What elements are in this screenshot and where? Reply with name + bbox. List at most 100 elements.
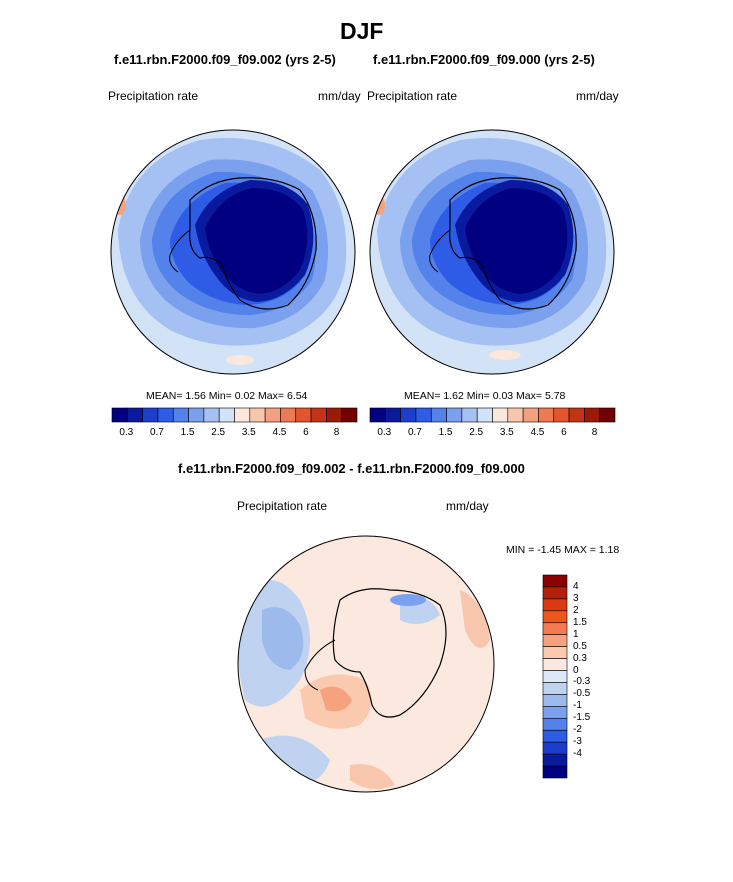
diff-stats: MIN = -1.45 MAX = 1.18 [506, 544, 620, 556]
diff-case-title: f.e11.rbn.F2000.f09_f09.002 - f.e11.rbn.… [178, 461, 525, 476]
colorbar-swatch [369, 407, 386, 423]
colorbar-tick-label: 2.5 [211, 427, 226, 438]
colorbar-swatch [341, 407, 358, 423]
colorbar-swatch [542, 646, 568, 659]
colorbar-swatch [553, 407, 570, 423]
colorbar-tick-label: 0.3 [119, 427, 134, 438]
colorbar-swatch [507, 407, 524, 423]
colorbar-tick-label: 3.5 [499, 427, 514, 438]
colorbar-swatch [542, 622, 568, 636]
colorbar-swatch [172, 407, 189, 423]
colorbar-swatch [492, 407, 509, 423]
colorbar-swatch [127, 407, 143, 423]
colorbar-tick-label: 4.5 [272, 427, 287, 438]
colorbar-swatch [542, 658, 568, 671]
colorbar-swatch [542, 670, 568, 683]
colorbar-tick-label: 8 [591, 427, 598, 438]
colorbar-tick-label: 2 [573, 604, 579, 616]
colorbar-swatch [542, 753, 568, 767]
colorbar-swatch [142, 407, 159, 423]
diff-units-label: mm/day [446, 499, 489, 513]
colorbar-swatch [542, 682, 568, 695]
colorbar-swatch [188, 407, 205, 423]
right-polar-map [370, 130, 614, 374]
colorbar-tick-label: 0.3 [377, 427, 392, 438]
left-variable-label: Precipitation rate [108, 89, 199, 103]
diff-colorbar [542, 574, 568, 779]
right-case-title: f.e11.rbn.F2000.f09_f09.000 (yrs 2-5) [373, 52, 595, 67]
colorbar-swatch [218, 407, 235, 423]
left-map-border [110, 129, 356, 375]
right-map-border [369, 129, 615, 375]
colorbar-swatch [542, 610, 568, 624]
colorbar-tick-label: -0.3 [573, 676, 591, 688]
colorbar-swatch [568, 407, 585, 423]
colorbar-swatch [542, 706, 568, 719]
left-case-title: f.e11.rbn.F2000.f09_f09.002 (yrs 2-5) [114, 52, 336, 67]
colorbar-tick-label: 3.5 [241, 427, 256, 438]
season-title: DJF [340, 18, 384, 44]
colorbar-tick-label: 0.5 [573, 640, 587, 652]
colorbar-tick-label: 0 [573, 664, 579, 676]
colorbar-swatch [542, 598, 568, 612]
colorbar-swatch [111, 407, 128, 423]
colorbar-swatch [542, 574, 568, 588]
left-polar-map [111, 130, 355, 374]
diff-variable-label: Precipitation rate [237, 499, 328, 513]
colorbar-swatch [446, 407, 463, 423]
colorbar-swatch [522, 407, 539, 423]
colorbar-swatch [264, 407, 281, 423]
diff-map-border [237, 535, 495, 793]
colorbar-tick-label: 0.3 [573, 652, 587, 664]
colorbar-swatch [476, 407, 493, 423]
colorbar-swatch [430, 407, 447, 423]
colorbar-swatch [203, 407, 220, 423]
colorbar-tick-label: 4.5 [530, 427, 545, 438]
colorbar-tick-label: -0.5 [573, 688, 591, 700]
colorbar-tick-label: 4 [573, 580, 579, 592]
left-colorbar [111, 407, 358, 423]
colorbar-tick-label: 3 [573, 592, 579, 604]
colorbar-swatch [461, 407, 478, 423]
colorbar-swatch [542, 694, 568, 707]
colorbar-swatch [326, 407, 342, 423]
colorbar-swatch [542, 741, 568, 755]
colorbar-swatch [584, 407, 600, 423]
colorbar-tick-label: 8 [333, 427, 340, 438]
right-units-label: mm/day [576, 89, 619, 103]
colorbar-swatch [157, 407, 174, 423]
colorbar-swatch [234, 407, 251, 423]
colorbar-swatch [542, 765, 568, 779]
colorbar-swatch [542, 586, 568, 600]
colorbar-tick-label: -4 [573, 748, 582, 760]
colorbar-swatch [400, 407, 417, 423]
colorbar-tick-label: 1.5 [438, 427, 453, 438]
colorbar-tick-label: 6 [303, 427, 309, 438]
diff-polar-map [238, 536, 494, 792]
left-stats: MEAN= 1.56 Min= 0.02 Max= 6.54 [146, 390, 308, 402]
colorbar-swatch [542, 634, 568, 647]
left-units-label: mm/day [318, 89, 361, 103]
colorbar-tick-label: 0.7 [149, 427, 164, 438]
colorbar-tick-label: 2.5 [469, 427, 484, 438]
colorbar-tick-label: -2 [573, 724, 582, 736]
colorbar-tick-label: 6 [561, 427, 567, 438]
colorbar-swatch [542, 729, 568, 743]
colorbar-tick-label: -3 [573, 736, 582, 748]
colorbar-swatch [415, 407, 432, 423]
colorbar-tick-label: 1 [573, 628, 579, 640]
colorbar-tick-label: 0.7 [407, 427, 422, 438]
colorbar-swatch [249, 407, 266, 423]
colorbar-swatch [385, 407, 401, 423]
colorbar-swatch [310, 407, 327, 423]
colorbar-swatch [538, 407, 555, 423]
right-variable-label: Precipitation rate [367, 89, 458, 103]
colorbar-tick-label: -1.5 [573, 712, 591, 724]
right-stats: MEAN= 1.62 Min= 0.03 Max= 5.78 [404, 390, 566, 402]
colorbar-tick-label: 1.5 [573, 616, 587, 628]
colorbar-tick-label: -1 [573, 700, 582, 712]
colorbar-swatch [280, 407, 297, 423]
colorbar-swatch [295, 407, 312, 423]
right-colorbar [369, 407, 616, 423]
